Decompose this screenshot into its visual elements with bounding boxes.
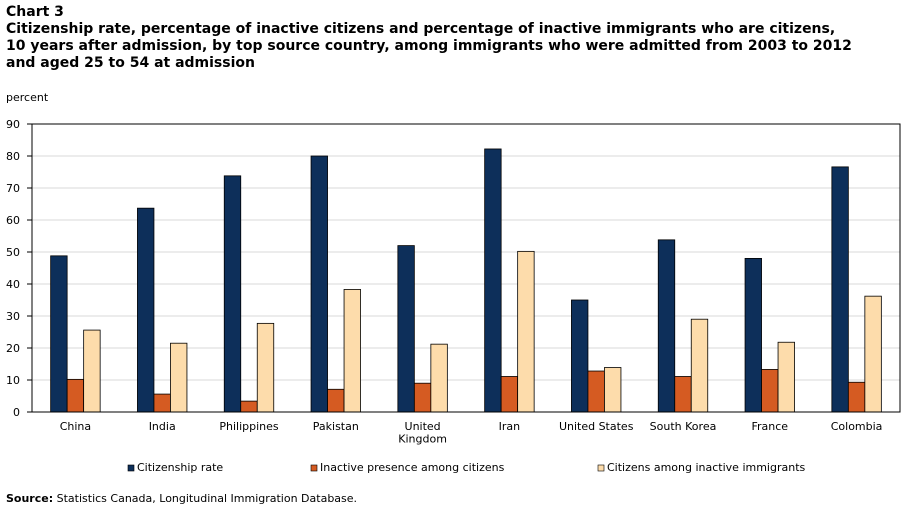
y-axis-unit-label: percent: [6, 91, 49, 104]
x-category-label: Pakistan: [313, 420, 359, 433]
bar: [240, 400, 258, 413]
bar: [571, 299, 589, 413]
x-category-label: South Korea: [650, 420, 717, 433]
bar: [761, 369, 779, 413]
bar: [397, 245, 415, 413]
bar: [343, 289, 361, 413]
bar: [223, 175, 242, 413]
chart-label: Chart 3: [6, 4, 64, 20]
y-tick-label: 60: [6, 214, 20, 227]
y-tick-label: 80: [6, 150, 20, 163]
y-tick-label: 10: [6, 374, 20, 387]
y-tick-label: 50: [6, 246, 20, 259]
bar: [500, 376, 519, 413]
bar: [430, 343, 448, 413]
x-category-labels: China India Philippines Pakistan UnitedKingd…: [60, 420, 883, 446]
legend-label: Citizens among inactive immigrants: [607, 461, 806, 474]
y-tick-label: 20: [6, 342, 20, 355]
bar: [847, 381, 866, 413]
x-category-label: Kingdom: [398, 433, 447, 446]
legend-swatch: [127, 464, 135, 472]
source-label: Source:: [6, 492, 54, 505]
bar: [170, 342, 188, 413]
x-category-label: Colombia: [831, 420, 883, 433]
bar: [413, 382, 432, 413]
bar: [66, 378, 85, 413]
source-text: Statistics Canada, Longitudinal Immigrat…: [53, 492, 358, 505]
legend-label: Inactive presence among citizens: [320, 461, 505, 474]
legend: Citizenship rate Inactive presence among …: [127, 461, 806, 474]
bar: [674, 376, 692, 413]
x-category-label: Iran: [499, 420, 521, 433]
bar: [517, 250, 535, 413]
source-note: Source: Statistics Canada, Longitudinal …: [6, 492, 357, 505]
x-category-label: Philippines: [219, 420, 279, 433]
y-tick-label: 90: [6, 118, 20, 131]
bar: [137, 207, 155, 413]
legend-label: Citizenship rate: [137, 461, 223, 474]
axes: [27, 123, 901, 413]
chart-title: Citizenship rate, percentage of inactive…: [6, 21, 852, 71]
x-category-label: China: [60, 420, 91, 433]
bar: [310, 155, 328, 413]
bar: [604, 367, 622, 413]
x-category-label: United: [405, 420, 441, 433]
bar: [777, 341, 795, 413]
plot-frame: [31, 123, 901, 413]
y-tick-label: 30: [6, 310, 20, 323]
bar: [50, 255, 68, 413]
y-tick-label: 70: [6, 182, 20, 195]
bar: [690, 318, 709, 413]
y-tick-label: 40: [6, 278, 20, 291]
bar: [657, 239, 676, 413]
y-tick-labels: 0 10 20 30 40 50 60 70 80 90: [6, 118, 20, 419]
legend-swatch: [310, 464, 318, 472]
bar: [256, 322, 275, 413]
bar: [327, 388, 345, 413]
bar: [484, 148, 502, 413]
y-tick-label: 0: [13, 406, 20, 419]
legend-swatch: [597, 464, 605, 472]
bar: [153, 393, 171, 413]
gridlines: [32, 123, 900, 381]
bar: [83, 329, 101, 413]
x-category-label: United States: [559, 420, 634, 433]
x-category-label: France: [752, 420, 789, 433]
x-category-label: India: [149, 420, 176, 433]
bar: [744, 257, 762, 413]
bars: [50, 148, 882, 413]
bar: [864, 295, 882, 413]
bar: [587, 370, 605, 413]
bar: [831, 166, 849, 413]
